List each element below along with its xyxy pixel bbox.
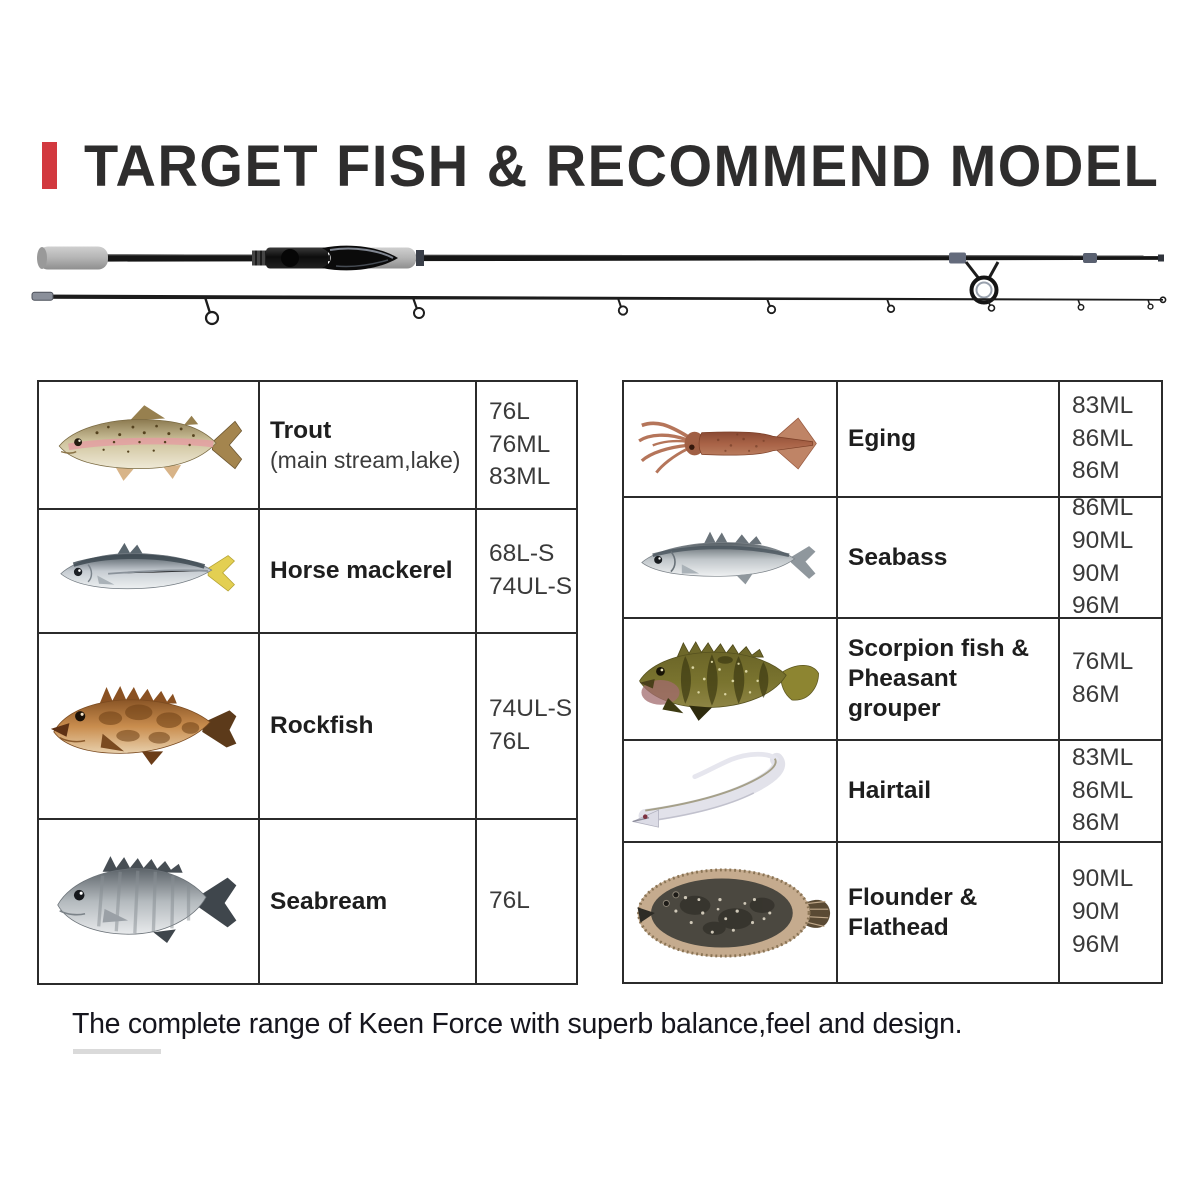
fish-name: Eging bbox=[848, 425, 917, 453]
fish-name: Trout bbox=[270, 416, 332, 444]
red-accent-bar bbox=[42, 142, 57, 189]
caption-underline bbox=[73, 1049, 161, 1054]
table-row-trout: Trout (main stream,lake) 76L 76ML 83ML bbox=[39, 382, 576, 510]
model-list: 90ML 90M 96M bbox=[1072, 865, 1134, 958]
model-list: 76L bbox=[489, 887, 530, 915]
caption-text: The complete range of Keen Force with su… bbox=[72, 1008, 963, 1040]
fish-photo-cell bbox=[39, 634, 260, 818]
model-list: 86ML 90ML 90M 96M bbox=[1072, 493, 1134, 620]
seabream-photo bbox=[57, 855, 237, 943]
trout-photo bbox=[58, 405, 242, 481]
model-list: 83ML 86ML 86M bbox=[1072, 391, 1134, 485]
fish-name-cell: Hairtail bbox=[838, 741, 1060, 841]
target-fish-table-right: Eging 83ML 86ML 86M bbox=[622, 380, 1163, 984]
fish-photo-cell bbox=[39, 510, 260, 632]
fish-photo-cell bbox=[39, 820, 260, 983]
fishing-rod-image bbox=[31, 245, 1167, 326]
hairtail-photo bbox=[631, 751, 786, 828]
model-list: 83ML 86ML 86M bbox=[1072, 743, 1134, 837]
table-row-flounder: Flounder & Flathead 90ML 90M 96M bbox=[624, 843, 1161, 982]
fish-name: Rockfish bbox=[270, 712, 374, 740]
horse-mackerel-photo bbox=[59, 542, 235, 592]
tip-section-guides bbox=[203, 296, 1154, 326]
squid-photo bbox=[638, 417, 817, 474]
fish-photo-cell bbox=[624, 619, 838, 739]
table-row-rockfish: Rockfish 74UL-S 76L bbox=[39, 634, 576, 820]
fish-name-cell: Seabream bbox=[260, 820, 477, 983]
page-title: TARGET FISH & RECOMMEND MODEL bbox=[84, 133, 1160, 199]
fish-photo-cell bbox=[624, 741, 838, 841]
fish-name-cell: Flounder & Flathead bbox=[838, 843, 1060, 982]
flounder-photo bbox=[636, 867, 830, 958]
fish-name-cell: Trout (main stream,lake) bbox=[260, 382, 477, 508]
fish-name: Seabass bbox=[848, 543, 948, 571]
table-row-seabream: Seabream 76L bbox=[39, 820, 576, 983]
fish-name-cell: Rockfish bbox=[260, 634, 477, 818]
fish-name-sub: (main stream,lake) bbox=[270, 446, 461, 473]
table-row-eging: Eging 83ML 86ML 86M bbox=[624, 382, 1161, 498]
table-row-hairtail: Hairtail 83ML 86ML 86M bbox=[624, 741, 1161, 843]
fish-photo-cell bbox=[624, 843, 838, 982]
target-fish-table-left: Trout (main stream,lake) 76L 76ML 83ML bbox=[37, 380, 578, 985]
table-row-horse-mackerel: Horse mackerel 68L-S 74UL-S bbox=[39, 510, 576, 634]
fish-name: Horse mackerel bbox=[270, 557, 453, 585]
fish-name-cell: Scorpion fish & Pheasant grouper bbox=[838, 619, 1060, 739]
table-row-seabass: Seabass 86ML 90ML 90M 96M bbox=[624, 493, 1161, 620]
fish-name-cell: Horse mackerel bbox=[260, 510, 477, 632]
fish-name-cell: Seabass bbox=[838, 498, 1060, 617]
fish-name: Flounder & Flathead bbox=[848, 883, 978, 941]
seabass-photo bbox=[641, 531, 816, 584]
rockfish-photo bbox=[50, 685, 237, 766]
model-list: 68L-S 74UL-S bbox=[489, 540, 573, 600]
fish-photo-cell bbox=[624, 498, 838, 617]
fish-photo-cell bbox=[624, 382, 838, 496]
tip-top-guide bbox=[1159, 296, 1167, 304]
fish-name-cell: Eging bbox=[838, 382, 1060, 496]
model-list: 76ML 86M bbox=[1072, 648, 1134, 708]
scorpion-grouper-photo bbox=[639, 641, 819, 721]
butt-grip bbox=[38, 246, 108, 270]
fish-name: Scorpion fish & Pheasant grouper bbox=[848, 635, 1030, 722]
fish-name: Hairtail bbox=[848, 777, 932, 805]
fish-name: Seabream bbox=[270, 887, 388, 915]
table-row-scorpion-grouper: Scorpion fish & Pheasant grouper 76ML 86… bbox=[624, 619, 1161, 741]
model-list: 74UL-S 76L bbox=[489, 695, 573, 755]
fish-photo-cell bbox=[39, 382, 260, 508]
model-list: 76L 76ML 83ML bbox=[489, 397, 551, 491]
